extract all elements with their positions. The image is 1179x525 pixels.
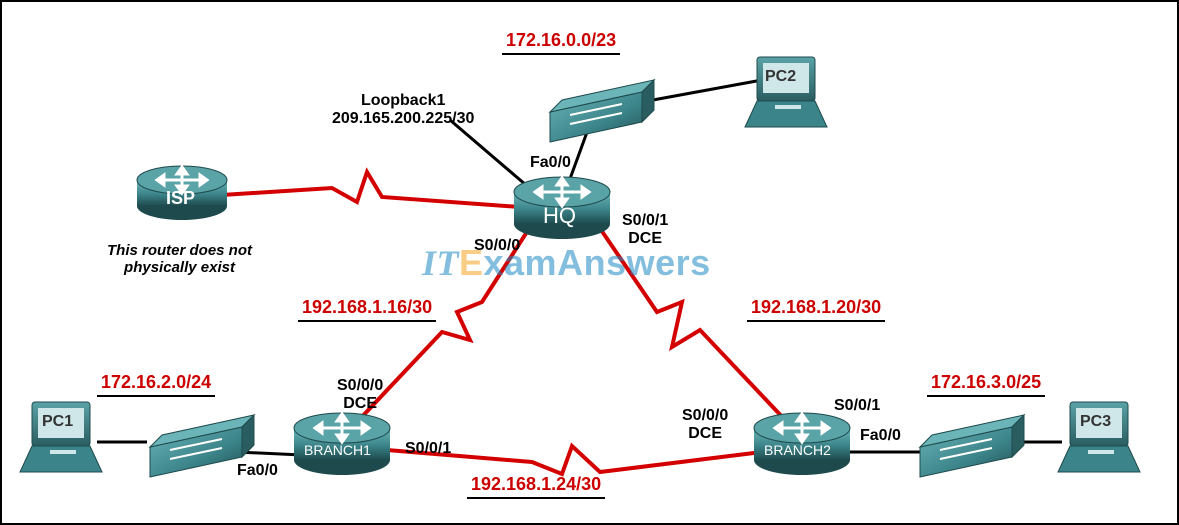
if-b1-s000: S0/0/0 DCE: [337, 377, 383, 414]
if-b1-fa00: Fa0/0: [237, 462, 278, 480]
net-top: 172.16.0.0/23: [502, 30, 620, 55]
label-isp: ISP: [166, 188, 195, 209]
if-loopback: Loopback1 209.165.200.225/30: [332, 92, 474, 129]
net-right: 192.168.1.20/30: [747, 297, 885, 322]
if-b2-s000: S0/0/0 DCE: [682, 407, 728, 444]
net-bottom: 192.168.1.24/30: [467, 474, 605, 499]
switch-top-icon: [550, 80, 654, 142]
net-pc3: 172.16.3.0/25: [927, 372, 1045, 397]
label-pc2: PC2: [765, 68, 796, 86]
if-b2-fa00: Fa0/0: [860, 427, 901, 445]
switch-right-icon: [920, 415, 1024, 477]
diagram-frame: ITExamAnswers ISP HQ BRANCH1 BRANCH2 PC1…: [0, 0, 1179, 525]
link-branch1-sw2: [237, 452, 302, 455]
label-pc1: PC1: [42, 413, 73, 431]
net-pc1: 172.16.2.0/24: [97, 372, 215, 397]
link-sw1-pc2: [642, 80, 762, 102]
label-hq: HQ: [543, 203, 576, 229]
watermark-it: IT: [422, 243, 459, 283]
if-b1-s001: S0/0/1: [405, 440, 451, 458]
link-hq-branch2: [597, 224, 787, 422]
if-hq-s000: S0/0/0: [474, 237, 520, 255]
link-isp-hq: [222, 172, 520, 207]
if-hq-s001: S0/0/1 DCE: [622, 212, 668, 249]
isp-note: This router does not physically exist: [107, 242, 252, 276]
net-left: 192.168.1.16/30: [298, 297, 436, 322]
loopback-line: [450, 120, 540, 197]
if-hq-fa00: Fa0/0: [530, 154, 571, 172]
label-branch1: BRANCH1: [304, 442, 371, 458]
label-pc3: PC3: [1080, 413, 1111, 431]
label-branch2: BRANCH2: [764, 442, 831, 458]
if-b2-s001: S0/0/1: [834, 397, 880, 415]
